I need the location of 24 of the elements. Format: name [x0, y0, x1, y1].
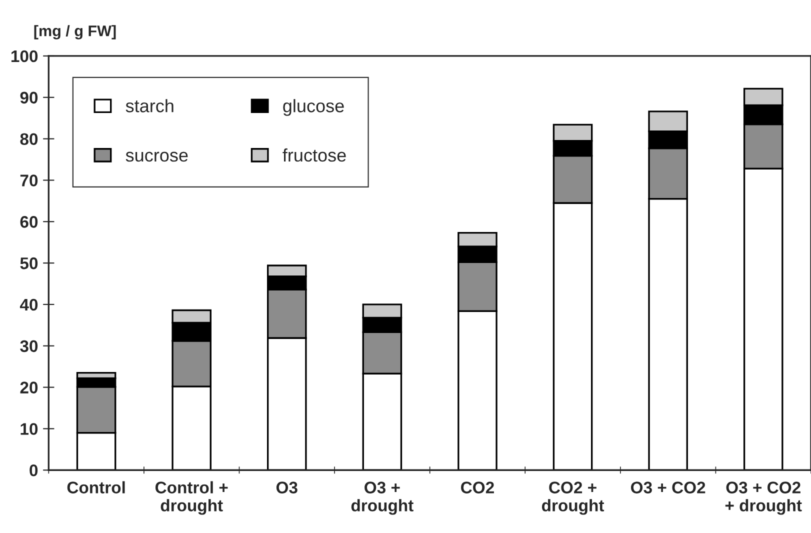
y-tick-label: 80 — [20, 133, 38, 145]
y-tick-label: 100 — [11, 50, 38, 62]
x-tick-label: O3 + CO2 + drought — [725, 482, 802, 515]
y-tick-label: 10 — [20, 423, 38, 435]
y-axis-title: [mg / g FW] — [34, 25, 116, 40]
x-tick-label: O3 — [276, 482, 298, 494]
x-tick-label: O3 + drought — [351, 482, 414, 515]
y-tick-label: 60 — [20, 216, 38, 228]
y-tick-label: 50 — [20, 257, 38, 270]
legend-label: starch — [126, 99, 174, 112]
y-tick-label: 0 — [30, 464, 38, 476]
x-tick-label: CO2 + drought — [542, 482, 604, 515]
y-tick-label: 40 — [20, 298, 38, 311]
x-tick-label: Control — [67, 481, 125, 494]
x-tick-label: Control + drought — [155, 481, 228, 515]
y-tick-label: 30 — [20, 340, 38, 352]
x-tick-label: O3 + CO2 — [631, 482, 706, 494]
y-tick-label: 90 — [20, 92, 38, 104]
legend-label: sucrose — [126, 152, 188, 162]
x-tick-label: CO2 — [461, 482, 494, 494]
y-tick-label: 70 — [20, 174, 38, 186]
legend-label: fructose — [282, 148, 346, 162]
legend-label: glucose — [283, 99, 344, 116]
y-tick-label: 20 — [20, 382, 38, 394]
